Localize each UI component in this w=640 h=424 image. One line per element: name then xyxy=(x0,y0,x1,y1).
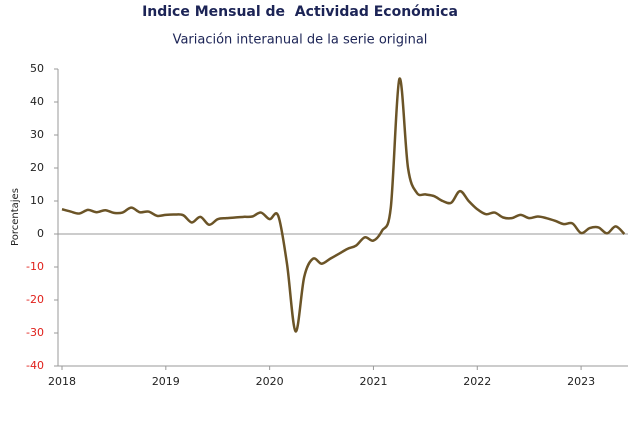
x-tick-label: 2019 xyxy=(152,375,180,388)
x-tick-label: 2022 xyxy=(463,375,491,388)
y-tick-label: -20 xyxy=(26,293,44,306)
chart-subtitle: Variación interanual de la serie origina… xyxy=(173,33,428,48)
x-tick-label: 2020 xyxy=(256,375,284,388)
x-tick-label: 2023 xyxy=(567,375,595,388)
series-line xyxy=(61,77,626,333)
y-axis-label: Porcentajes xyxy=(10,188,21,246)
x-tick-label: 2021 xyxy=(359,375,387,388)
chart-title: Indice Mensual de Actividad Económica xyxy=(142,4,458,20)
y-tick-label: -10 xyxy=(26,260,44,273)
y-tick-label: 40 xyxy=(30,95,44,108)
y-tick-label: 50 xyxy=(30,62,44,75)
y-tick-label: 20 xyxy=(30,161,44,174)
x-tick-label: 2018 xyxy=(48,375,76,388)
y-tick-label: 30 xyxy=(30,128,44,141)
y-tick-label: -30 xyxy=(26,326,44,339)
y-tick-label: 10 xyxy=(30,194,44,207)
y-tick-label: -40 xyxy=(26,359,44,372)
y-tick-label: 0 xyxy=(37,227,44,240)
